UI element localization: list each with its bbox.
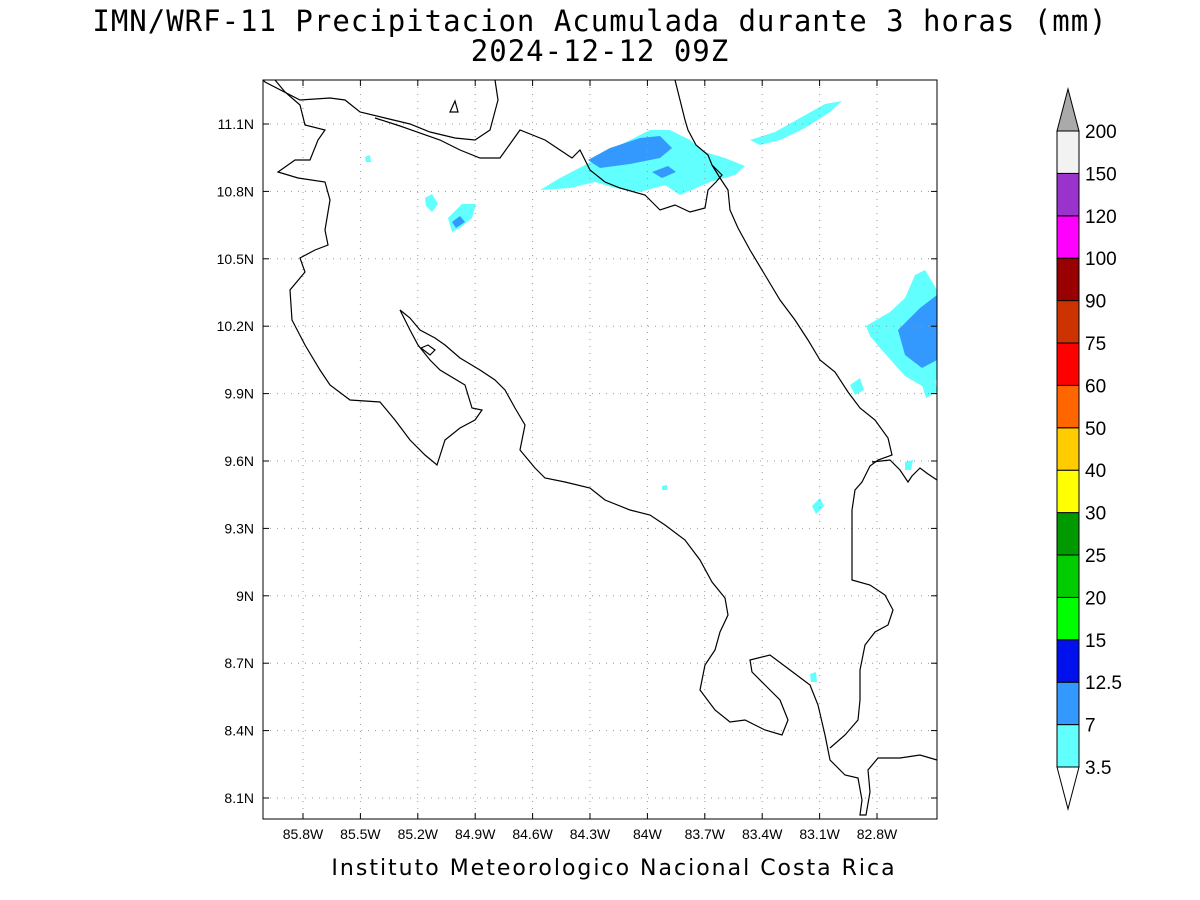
- precip-areas: [365, 101, 937, 682]
- precip-area-7: [588, 136, 672, 168]
- precip-area-3.5l: [662, 485, 667, 490]
- colorbar-segment: [1056, 300, 1080, 344]
- latitude-labels: 11.1N 10.8N 10.5N 10.2N 9.9N 9.6N 9.3N 9N 8.7N 8.…: [217, 116, 254, 806]
- colorbar-segment: [1056, 215, 1080, 259]
- caribbean-coast: [711, 164, 894, 749]
- colorbar-label: 15: [1085, 631, 1106, 652]
- panama-border-e: [871, 459, 938, 484]
- colorbar-label: 7: [1085, 716, 1096, 737]
- colorbar-label: 20: [1085, 588, 1106, 609]
- latitude-tick-label: 11.1N: [218, 116, 254, 132]
- colorbar-segment: [1056, 172, 1080, 217]
- colorbar-label: 150: [1085, 164, 1117, 185]
- latitude-tick-label: 9N: [236, 588, 254, 604]
- colorbar-segment: [1056, 427, 1080, 471]
- colorbar-label: 60: [1085, 376, 1106, 397]
- colorbar-segment: [1056, 681, 1080, 726]
- longitude-tick-label: 83.1W: [799, 826, 840, 842]
- chira-island: [419, 344, 436, 356]
- precip-area-7b: [652, 166, 676, 178]
- precip-area-7c: [452, 216, 465, 228]
- colorbar-segment: [1056, 639, 1080, 683]
- colorbar-label: 50: [1085, 419, 1106, 440]
- graticule: [263, 80, 937, 819]
- precip-area-3.5c: [448, 204, 476, 232]
- colorbar-segment: [1056, 512, 1080, 556]
- lake-island: [449, 99, 459, 113]
- longitude-tick-label: 84.3W: [570, 826, 611, 842]
- colorbar-label: 75: [1085, 334, 1106, 355]
- colorbar: 3.5 7 12.5 15 20 25 30 40 50 60 75 90 100 120 150 200: [1056, 87, 1122, 811]
- colorbar-label: 100: [1085, 249, 1117, 270]
- precip-area-3.5g: [922, 376, 937, 398]
- map-frame: [262, 79, 938, 820]
- latitude-tick-label: 9.3N: [224, 520, 254, 536]
- colorbar-segment: [1056, 596, 1080, 641]
- longitude-tick-label: 84.6W: [512, 826, 553, 842]
- precip-area-3.5f: [850, 378, 864, 395]
- colorbar-segment: [1056, 342, 1080, 386]
- latitude-tick-label: 8.7N: [224, 655, 254, 671]
- longitude-tick-label: 85.8W: [283, 826, 324, 842]
- nicaragua-border: [262, 79, 499, 141]
- longitude-tick-label: 83.4W: [742, 826, 783, 842]
- longitude-tick-label: 83.7W: [685, 826, 726, 842]
- latitude-tick-label: 8.1N: [224, 790, 254, 806]
- colorbar-segment: [1056, 384, 1080, 429]
- longitude-tick-label: 85.2W: [398, 826, 439, 842]
- colorbar-label: 200: [1085, 122, 1117, 143]
- colorbar-segment: [1056, 257, 1080, 302]
- precip-area-3.5: [540, 130, 745, 195]
- precip-area-3.5i: [905, 460, 913, 470]
- map-datetime: 2024-12-12 09Z: [470, 34, 730, 68]
- colorbar-label: 12.5: [1085, 673, 1122, 694]
- longitude-tick-label: 85.5W: [340, 826, 381, 842]
- precip-area-3.5h: [812, 498, 824, 514]
- latitude-tick-label: 9.9N: [224, 386, 254, 402]
- colorbar-segment: [1056, 469, 1080, 514]
- precip-area-3.5k: [365, 155, 371, 162]
- latitude-tick-label: 10.5N: [217, 251, 254, 267]
- colorbar-label: 40: [1085, 461, 1106, 482]
- axis-ticks: [263, 80, 937, 819]
- nicoya-gulf: [399, 309, 938, 816]
- colorbar-label: 3.5: [1085, 758, 1111, 779]
- longitude-tick-label: 84W: [633, 826, 663, 842]
- latitude-tick-label: 10.2N: [217, 318, 254, 334]
- colorbar-segment: [1056, 554, 1080, 598]
- colorbar-label: 30: [1085, 504, 1106, 525]
- colorbar-segment: [1056, 724, 1080, 768]
- map-title: IMN/WRF-11 Precipitacion Acumulada duran…: [92, 4, 1108, 38]
- precip-area-3.5b: [750, 101, 842, 145]
- colorbar-over-triangle: [1056, 87, 1080, 132]
- colorbar-label: 120: [1085, 207, 1117, 228]
- colorbar-segment: [1056, 130, 1080, 174]
- longitude-tick-label: 82.8W: [857, 826, 898, 842]
- precip-area-3.5d: [425, 194, 438, 212]
- longitude-labels: 85.8W 85.5W 85.2W 84.9W 84.6W 84.3W 84W 83.7W 83…: [283, 826, 898, 842]
- precip-area-7d: [898, 295, 937, 368]
- precip-area-3.5j: [810, 672, 817, 682]
- nicaragua-coast: [274, 79, 484, 467]
- colorbar-label: 90: [1085, 292, 1106, 313]
- latitude-tick-label: 8.4N: [224, 723, 254, 739]
- colorbar-label: 25: [1085, 546, 1106, 567]
- longitude-tick-label: 84.9W: [455, 826, 496, 842]
- nicaragua-border-2: [374, 79, 723, 213]
- latitude-tick-label: 9.6N: [224, 453, 254, 469]
- latitude-tick-label: 10.8N: [217, 183, 254, 199]
- footer-credit: Instituto Meteorologico Nacional Costa R…: [331, 856, 897, 881]
- coastlines: [262, 79, 938, 816]
- colorbar-under-triangle: [1056, 766, 1080, 811]
